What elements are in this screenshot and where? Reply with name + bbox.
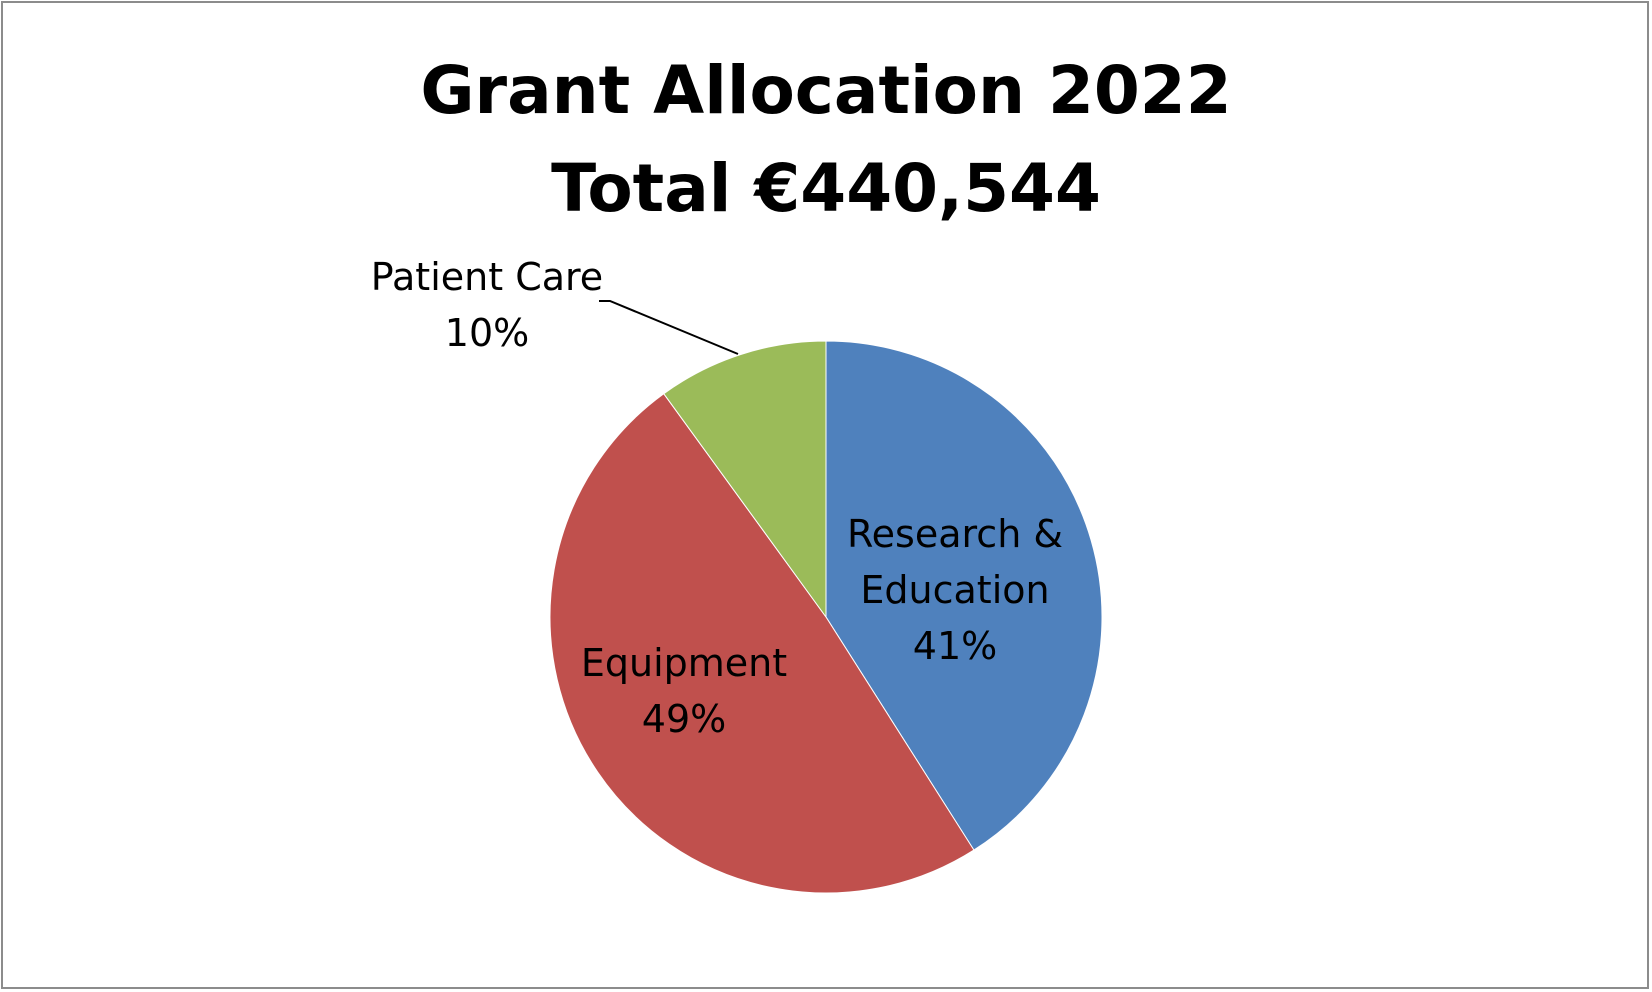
data-label-patient-care: Patient Care 10% [371,255,603,355]
pie-slice-equipment [549,393,975,894]
chart-subtitle: Total €440,544 [551,150,1101,227]
data-label-research-education: Research & Education 41% [847,512,1063,668]
pie-slice-patient-care [663,340,827,619]
data-labels: Research & Education 41% Equipment 49% Patien… [371,255,1063,741]
pie-slice-research-education [825,340,1103,851]
chart-title: Grant Allocation 2022 [420,52,1231,129]
pie-slices [549,340,1103,894]
leader-line-patient-care [599,300,739,355]
leader-lines [599,300,739,355]
data-label-equipment: Equipment 49% [581,641,787,741]
